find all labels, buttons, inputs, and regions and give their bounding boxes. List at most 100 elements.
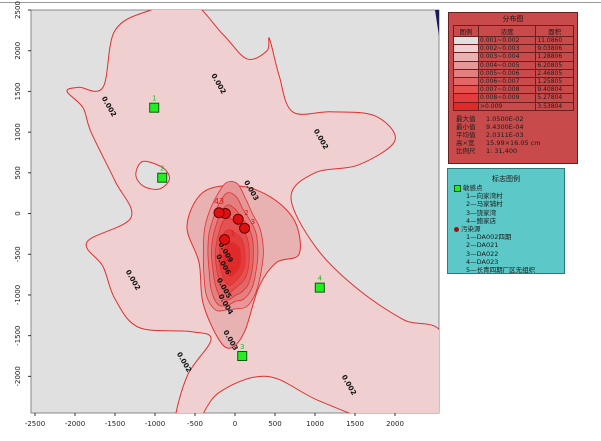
x-tick-label: -1000: [145, 420, 165, 428]
legend-area: 3.53804: [535, 101, 574, 111]
receptor-marker: [157, 172, 168, 183]
source-label: 1: [231, 230, 235, 238]
legend-range: >0.009: [477, 101, 537, 111]
legend-row: 0.004~0.005 6.20805: [453, 60, 574, 70]
legend-range: 0.005~0.006: [477, 68, 537, 78]
x-tick-label: -2500: [25, 420, 45, 428]
x-tick-label: -2000: [65, 420, 85, 428]
distribution-legend-title: 分布图: [502, 15, 524, 23]
legend-range: 0.004~0.005: [477, 60, 537, 70]
y-tick-label: 2500: [14, 1, 22, 19]
legend-header-swatch: 图例: [453, 25, 479, 37]
legend-range: 0.001~0.002: [477, 35, 537, 46]
receptor-heading: 敏感点: [463, 184, 483, 192]
x-tick-label: -500: [187, 420, 203, 428]
legend-area: 2.46805: [535, 68, 574, 78]
legend-stat-row: 比例尺 1: 31,400: [456, 147, 577, 155]
receptor-legend-item: 4—鲍家店: [466, 216, 497, 225]
receptor-label: 3: [240, 343, 244, 351]
legend-stats: 最大值 1.0500E-02 最小值 9.4300E-04 平均值 2.0311E-03 高…: [456, 115, 577, 155]
legend-area: 11.0860: [535, 35, 574, 46]
legend-range: 0.006~0.007: [477, 76, 537, 87]
x-tick-label: 1500: [346, 420, 364, 428]
legend-header-range: 浓度: [477, 25, 537, 37]
y-tick-label: -2000: [14, 366, 22, 386]
legend-swatch: [453, 44, 479, 54]
legend-swatch: [453, 85, 479, 95]
source-label-overlap: 43: [214, 197, 224, 206]
receptor-square-icon: [454, 184, 461, 192]
legend-stat-row: 最小值 9.4300E-04: [456, 123, 577, 131]
legend-area: 1.25805: [535, 76, 574, 87]
legend-area: 9.03806: [535, 44, 574, 54]
contour-0.009: [222, 241, 242, 277]
receptor-label: 4: [318, 275, 323, 283]
source-legend-item: 5—长青四期厂区无组织: [466, 266, 536, 275]
legend-row: 0.002~0.003 9.03806: [453, 44, 574, 54]
receptor-label: 1: [152, 95, 156, 103]
receptor-legend-item: 3—饶家湾: [466, 208, 497, 217]
contour-layer: 0.0020.0020.0020.0020.0020.0020.0030.003…: [66, 10, 439, 413]
y-tick-label: 1500: [14, 83, 22, 101]
legend-row: 0.006~0.007 1.25805: [453, 76, 574, 87]
receptor-legend-item: 1—向家湾村: [466, 192, 503, 201]
receptor-label: 2: [160, 165, 164, 173]
legend-swatch: [453, 35, 479, 46]
legend-range: 0.007~0.008: [477, 85, 537, 95]
y-tick-label: 0: [14, 211, 22, 215]
source-marker: [232, 213, 244, 225]
legend-area: 5.27804: [535, 93, 574, 103]
legend-range: 0.002~0.003: [477, 44, 537, 54]
source-legend-item: 1—DA002四期: [466, 233, 512, 242]
receptor-marker: [314, 282, 325, 293]
receptor-heading-row: 敏感点: [454, 184, 564, 192]
legend-swatch: [453, 68, 479, 78]
receptor-marker: [237, 351, 248, 362]
stat-value: 1.0500E-02: [486, 114, 524, 123]
source-marker: [213, 207, 225, 219]
legend-swatch: [453, 93, 479, 103]
receptor-legend-item: 2—马家铺村: [466, 200, 503, 209]
x-tick-label: 500: [268, 420, 281, 428]
y-tick-label: -500: [14, 246, 22, 262]
stat-label: 比例尺: [456, 146, 476, 155]
stat-label: 平均值: [456, 130, 476, 139]
legend-range: 0.008~0.009: [477, 93, 537, 103]
legend-area: 1.28806: [535, 52, 574, 62]
source-marker: [239, 222, 251, 234]
x-tick-label: 2000: [386, 420, 404, 428]
stat-value: 9.4300E-04: [486, 122, 524, 131]
y-tick-label: 1000: [14, 123, 22, 141]
stat-value: 2.0311E-03: [486, 130, 524, 139]
marker-legend: 标志图例 敏感点 1—向家湾村 2—马家铺村 3—饶家湾 4—鲍家店 污染源 1—DA…: [447, 168, 565, 274]
legend-area: 6.20805: [535, 60, 574, 70]
receptor-marker: [149, 102, 160, 113]
y-tick-label: 2000: [14, 42, 22, 60]
source-label: 3: [251, 218, 255, 226]
source-dot-icon: [454, 226, 459, 232]
plot-corner-mark: [435, 10, 439, 36]
marker-legend-title: 标志图例: [492, 175, 520, 183]
x-tick-label: 1000: [306, 420, 324, 428]
stat-label: 高×宽: [456, 138, 475, 147]
legend-stat-row: 平均值 2.0311E-03: [456, 131, 577, 139]
source-heading-row: 污染源: [454, 225, 564, 233]
source-heading: 污染源: [461, 225, 481, 234]
source-label: 2: [244, 209, 248, 217]
stat-label: 最大值: [456, 114, 476, 123]
legend-swatch: [453, 76, 479, 87]
source-marker: [219, 234, 231, 246]
x-tick-label: -1500: [105, 420, 125, 428]
legend-row: 0.001~0.002 11.0860: [453, 35, 574, 46]
legend-row: 0.005~0.006 2.46805: [453, 68, 574, 78]
y-tick-label: -1500: [14, 325, 22, 345]
stat-label: 最小值: [456, 122, 476, 131]
legend-row: 0.007~0.008 9.40804: [453, 85, 574, 95]
stat-value: 1: 31,400: [486, 146, 518, 155]
legend-stat-row: 高×宽 15.99×16.05 cm: [456, 139, 577, 147]
y-tick-label: 500: [14, 166, 22, 179]
distribution-legend-table: 图例 浓度 面积 0.001~0.002 11.0860 0.002~0.003 9.…: [453, 25, 574, 111]
legend-range: 0.003~0.004: [477, 52, 537, 62]
legend-stat-row: 最大值 1.0500E-02: [456, 115, 577, 123]
